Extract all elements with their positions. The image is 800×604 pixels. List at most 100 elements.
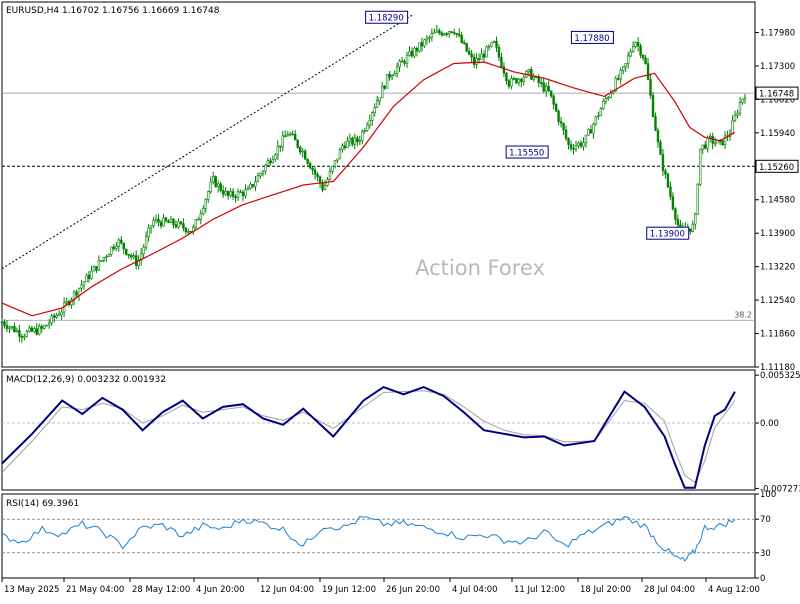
candle-body [644, 57, 647, 64]
macd-y-tick-label: 0.00 [760, 419, 779, 429]
price-y-tick-label: 1.11860 [760, 330, 795, 340]
x-tick-label: 11 Jul 12:00 [514, 585, 565, 595]
candle-body [224, 190, 227, 195]
candle-body [425, 37, 429, 41]
candle-body [338, 149, 342, 160]
candle-body [336, 158, 339, 161]
candle-body [636, 42, 640, 47]
candle-body [38, 326, 41, 335]
candle-body [107, 254, 111, 257]
candle-body [472, 56, 476, 65]
candle-body [152, 220, 155, 227]
candle-body [731, 120, 734, 135]
candle-body [33, 328, 36, 332]
candle-body [100, 260, 103, 262]
candle-body [440, 32, 444, 36]
candle-body [276, 145, 280, 156]
candle-body [77, 287, 81, 296]
candle-body [112, 246, 116, 249]
candle-body [294, 134, 297, 141]
candle-body [50, 315, 53, 324]
panel-frame-rsi [1, 493, 756, 579]
candle-body [510, 78, 513, 87]
candle-body [5, 325, 9, 329]
candle-body [659, 141, 662, 155]
x-tick-label: 13 May 2025 [4, 585, 59, 595]
candle-body [666, 173, 670, 188]
candle-body [669, 186, 672, 197]
candle-body [723, 135, 727, 146]
panel-frame-price [1, 1, 756, 368]
candle-body [8, 326, 11, 329]
candle-body [400, 60, 404, 63]
candle-body [549, 90, 553, 97]
candle-body [617, 78, 620, 80]
candle-body [368, 120, 371, 126]
rsi-y-tick-label: 0 [760, 574, 765, 584]
candle-body [522, 76, 526, 82]
candle-body [520, 78, 523, 82]
candle-body [410, 50, 414, 57]
candle-body [490, 42, 493, 47]
candle-body [147, 227, 150, 238]
candle-body [544, 85, 548, 92]
candle-body [321, 183, 324, 191]
candle-body [274, 154, 277, 160]
candle-body [102, 257, 106, 261]
fib-level-label: 38.2 [734, 310, 752, 319]
candle-body [316, 173, 319, 178]
candle-body [269, 160, 272, 164]
candle-body [239, 191, 242, 193]
candle-body [651, 95, 655, 117]
candle-body [164, 217, 168, 222]
candle-body [646, 63, 650, 80]
candle-body [517, 78, 521, 84]
candle-body [564, 129, 568, 139]
candle-body [619, 69, 622, 80]
candle-body [259, 173, 262, 177]
candle-body [378, 97, 381, 102]
candle-body [540, 82, 543, 84]
candle-body [639, 45, 642, 56]
rsi-line [1, 516, 736, 562]
annotation-box [570, 30, 614, 44]
candle-body [289, 133, 292, 136]
candle-body [105, 256, 108, 258]
candle-body [40, 326, 43, 329]
candle-body [604, 98, 608, 102]
candle-body [301, 150, 304, 153]
candle-body [626, 55, 630, 64]
candle-body [676, 219, 680, 226]
candle-body [492, 40, 496, 43]
annotation-box [646, 226, 690, 240]
candle-body [246, 187, 250, 191]
candle-body [279, 145, 282, 148]
candle-body [229, 191, 232, 196]
candle-body [661, 154, 665, 172]
candle-body [251, 183, 255, 187]
candle-body [614, 78, 617, 92]
candle-body [167, 220, 170, 223]
x-tick-label: 4 Jul 04:00 [452, 585, 498, 595]
candle-body [443, 33, 446, 36]
candle-body [179, 221, 183, 224]
candle-body [500, 56, 503, 68]
candle-body [110, 246, 113, 255]
candle-body [512, 78, 516, 80]
candle-body [169, 218, 173, 223]
candle-body [696, 183, 699, 215]
candle-body [80, 284, 83, 289]
candle-body [351, 137, 354, 145]
candle-body [385, 74, 389, 89]
x-tick-label: 21 May 04:00 [66, 585, 124, 595]
candle-body [415, 48, 419, 52]
candle-body [594, 116, 598, 125]
candle-body [115, 246, 118, 249]
candle-body [477, 58, 481, 60]
candle-body [30, 327, 34, 332]
watermark: Action Forex [415, 256, 545, 280]
candle-body [45, 324, 48, 327]
candle-body [65, 301, 68, 304]
candle-body [689, 228, 692, 232]
candle-body [306, 158, 309, 164]
